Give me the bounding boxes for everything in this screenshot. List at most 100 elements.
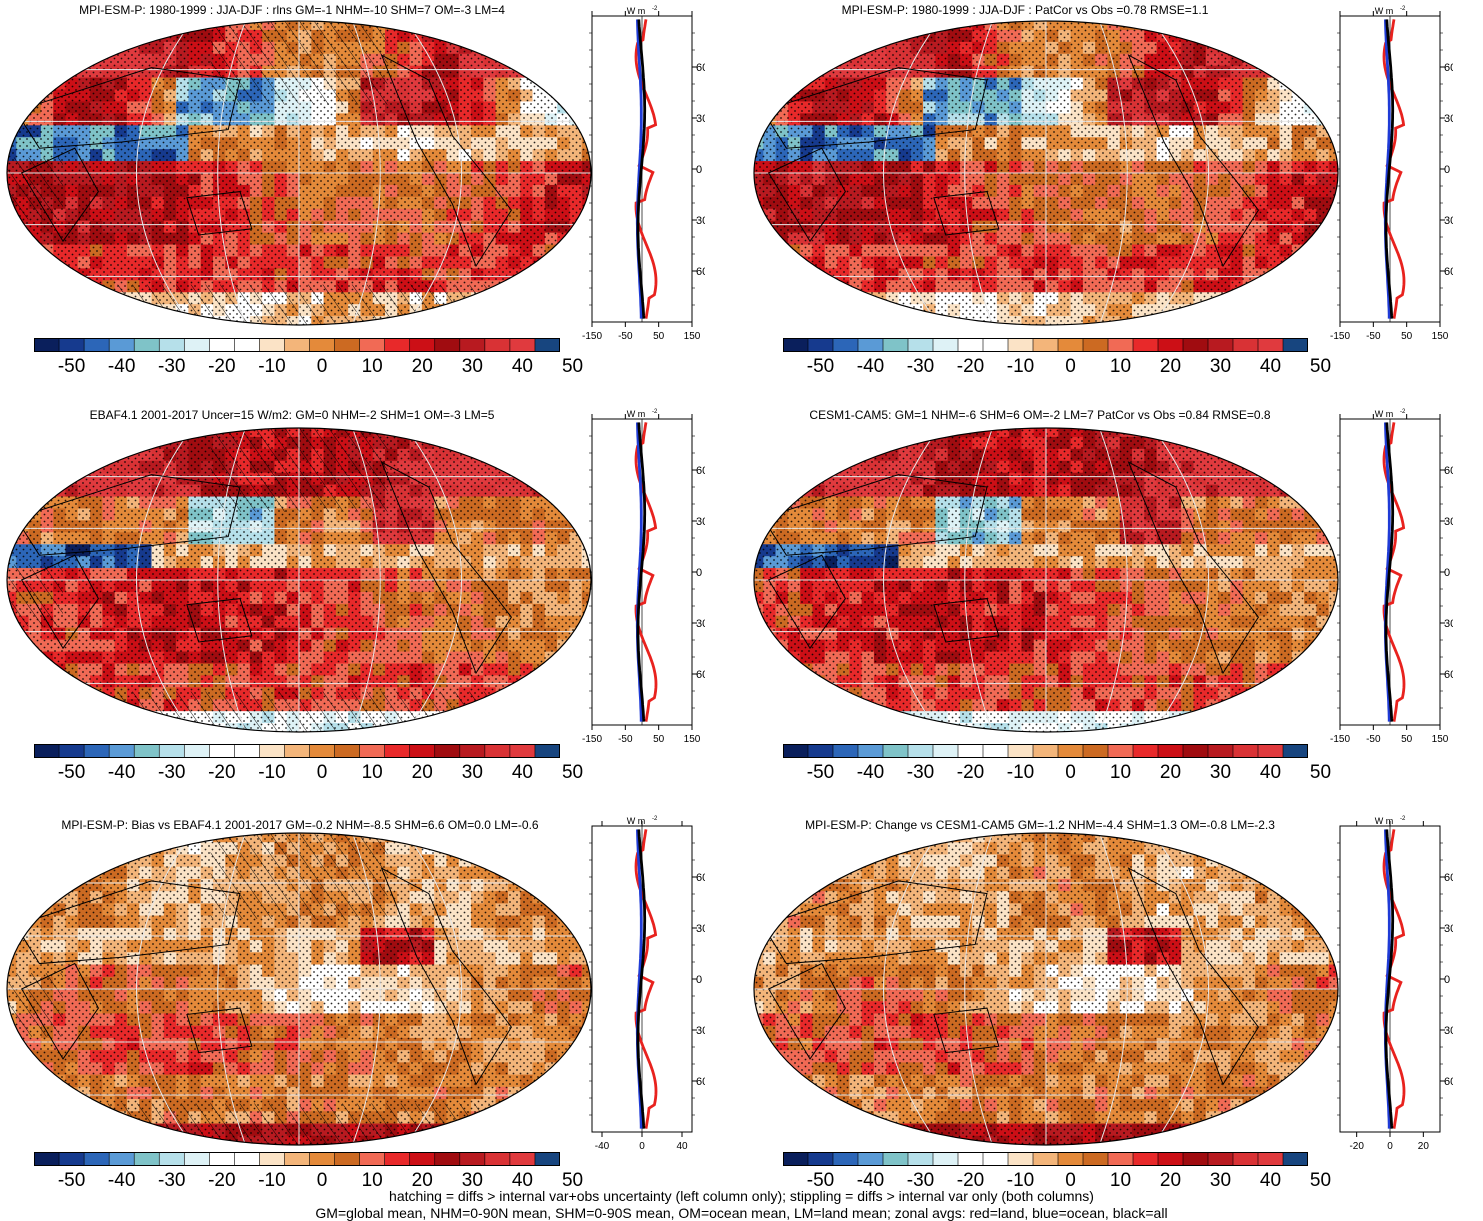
lat-tick-label: 30S [696, 215, 705, 227]
map-cell [65, 428, 79, 438]
map-cell [1156, 316, 1170, 325]
map-cell [1230, 436, 1244, 450]
map-cell [1291, 448, 1305, 462]
map-cell [787, 472, 801, 486]
colorbar-tick-label: 30 [1209, 356, 1232, 377]
map-cell [90, 29, 103, 43]
map-cell [507, 687, 521, 700]
colorbar-swatch [1232, 338, 1259, 352]
map-cell [77, 723, 91, 732]
map-cell [507, 428, 521, 438]
map-cell [40, 29, 54, 43]
map-cell [754, 472, 764, 486]
map-cell [1230, 29, 1244, 43]
map-cell [483, 711, 497, 724]
map-cell [544, 280, 558, 293]
map-cell [53, 448, 67, 462]
coastline [15, 474, 241, 556]
map-cell [7, 651, 17, 665]
map-cell [16, 89, 30, 103]
map-cell [397, 428, 411, 438]
map-cell [1181, 428, 1195, 438]
map-cell [873, 436, 887, 450]
map-field [7, 428, 591, 732]
colorbar-tick-label: -30 [158, 356, 186, 377]
x-tick-label: -150 [582, 331, 602, 342]
map-cell [754, 244, 764, 258]
colorbar-swatch [334, 338, 361, 352]
map-cell [188, 316, 202, 325]
map-cell [754, 448, 764, 462]
map-cell [53, 21, 67, 31]
map-cell [775, 65, 789, 79]
map-cell [65, 723, 79, 732]
map-cell [53, 304, 67, 317]
map-field [7, 21, 591, 325]
zonal-units-label: W m [1375, 6, 1394, 16]
map-cell [763, 448, 777, 462]
graticule-line [1152, 21, 1209, 325]
map-plot [753, 20, 1339, 326]
zonal-all-line [636, 422, 647, 722]
map-cell [754, 125, 764, 138]
map-cell [1267, 304, 1281, 317]
colorbar-swatch [807, 338, 834, 352]
map-cell [557, 675, 571, 688]
coastline [380, 461, 513, 675]
map-cell [77, 436, 91, 450]
map-cell [1254, 316, 1268, 325]
map-cell [544, 29, 558, 43]
colorbar-tick-label: -30 [906, 356, 935, 377]
colorbar-swatch [1157, 338, 1184, 352]
map-cell [1304, 316, 1318, 325]
map-cell [458, 304, 472, 317]
map-cell [397, 316, 411, 325]
colorbar-swatch [832, 338, 859, 352]
map-plot [753, 427, 1339, 733]
map-cell [520, 316, 534, 325]
map-cell [1218, 304, 1231, 317]
map-cell [1230, 448, 1244, 462]
colorbar-swatch [1007, 338, 1034, 352]
map-cell [102, 436, 116, 450]
map-cell [775, 460, 789, 474]
map-cell [434, 428, 448, 438]
hatching [7, 564, 63, 627]
map-cell [544, 316, 558, 325]
map-cell [53, 711, 67, 724]
map-cell [544, 65, 558, 79]
colorbar-swatch [108, 744, 135, 758]
map-cell [787, 484, 801, 498]
map-cell [557, 687, 571, 700]
x-tick-label: 50 [653, 734, 665, 745]
map-cell [16, 508, 30, 521]
colorbar-tick-label: 30 [461, 762, 483, 783]
map-cell [544, 21, 558, 31]
panel-title: CESM1-CAM5: GM=1 NHM=-6 SHM=6 OM=-2 LM=7… [809, 408, 1271, 422]
map-cell [483, 292, 497, 305]
map-outline [753, 20, 1339, 326]
map-cell [763, 316, 777, 325]
colorbar-swatch [459, 338, 486, 352]
map-cell [1304, 428, 1318, 438]
map-cell [1291, 21, 1305, 31]
map-cell [16, 448, 30, 462]
map-cell [1279, 65, 1293, 79]
map-cell [409, 316, 423, 325]
map-cell [7, 292, 17, 305]
map-cell [483, 436, 497, 450]
map-cell [1242, 304, 1256, 317]
map-cell [557, 472, 571, 486]
map-cell [873, 29, 887, 43]
map-cell [1144, 316, 1158, 325]
map-cell [40, 460, 54, 474]
map-cell [763, 41, 777, 55]
map-cell [507, 292, 521, 305]
map-cell [1168, 428, 1182, 438]
map-cell [754, 208, 764, 222]
map-cell [557, 268, 571, 281]
map-cell [800, 268, 814, 281]
map-cell [1205, 29, 1219, 43]
map-cell [754, 65, 764, 79]
map-cell [1304, 496, 1318, 510]
